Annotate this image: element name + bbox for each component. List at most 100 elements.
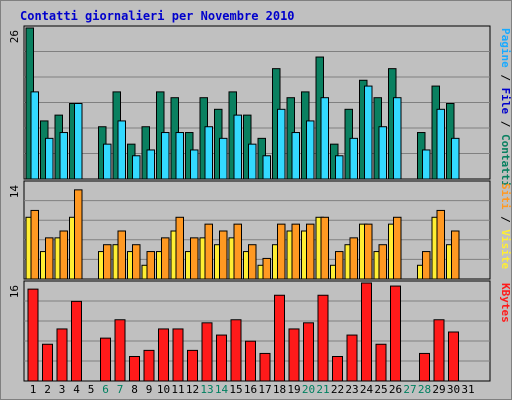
side-label-part: / (499, 68, 512, 88)
bar-file-day-15 (233, 114, 242, 180)
bar-file-day-21 (320, 97, 329, 180)
bar-kbytes-day-4 (71, 300, 82, 382)
bar-file-day-10 (161, 132, 170, 180)
bar-file-day-19 (291, 132, 300, 180)
bar-file-day-24 (364, 85, 373, 180)
bar-visite-day-25 (378, 244, 387, 280)
side-label-part: Siti (499, 183, 512, 210)
bar-kbytes-day-17 (259, 352, 271, 382)
bar-kbytes-day-9 (143, 349, 155, 382)
x-tick-label-18: 18 (273, 383, 286, 396)
x-tick-label-20: 20 (302, 383, 315, 396)
bar-visite-day-7 (117, 230, 126, 280)
panel-3-side-label: KBytes (499, 283, 512, 323)
panel-2-side-label: Siti / Visite (499, 183, 512, 269)
x-tick-label-1: 1 (30, 383, 37, 396)
x-tick-label-3: 3 (59, 383, 66, 396)
bar-file-day-9 (146, 149, 155, 180)
bar-kbytes-day-22 (332, 356, 343, 382)
side-label-part: Visite (499, 229, 512, 269)
bar-kbytes-day-7 (114, 319, 126, 382)
side-label-part: File (499, 88, 512, 115)
x-tick-label-16: 16 (244, 383, 257, 396)
bar-kbytes-day-24 (361, 282, 372, 382)
bar-kbytes-day-25 (375, 343, 387, 382)
bar-kbytes-day-6 (100, 337, 111, 382)
bar-file-day-2 (45, 137, 54, 180)
bar-kbytes-day-15 (230, 319, 242, 382)
bar-visite-day-8 (132, 244, 141, 280)
x-tick-label-30: 30 (447, 383, 460, 396)
bar-file-day-6 (103, 143, 112, 180)
bar-file-day-14 (219, 137, 228, 180)
x-tick-label-28: 28 (418, 383, 431, 396)
bar-kbytes-day-26 (390, 285, 401, 382)
bar-file-day-11 (175, 132, 184, 180)
bar-visite-day-1 (30, 209, 39, 280)
x-tick-label-10: 10 (157, 383, 170, 396)
bar-visite-day-21 (320, 216, 329, 280)
bar-visite-day-14 (219, 230, 228, 280)
x-tick-label-26: 26 (389, 383, 402, 396)
side-label-part: Contatti (499, 134, 512, 187)
x-tick-label-29: 29 (432, 383, 445, 396)
bar-visite-day-13 (204, 223, 213, 280)
bar-visite-day-6 (103, 244, 112, 280)
side-label-part: Pagine (499, 28, 512, 68)
x-tick-label-15: 15 (229, 383, 242, 396)
x-tick-label-13: 13 (200, 383, 213, 396)
bar-kbytes-day-14 (216, 334, 227, 382)
x-tick-label-12: 12 (186, 383, 199, 396)
bar-visite-day-26 (393, 216, 402, 280)
bar-kbytes-day-2 (42, 343, 53, 382)
panel-1-side-label: Pagine / File / Contatti (499, 28, 512, 187)
bar-kbytes-day-13 (201, 322, 213, 382)
bar-visite-day-16 (248, 244, 257, 280)
panel-2-area (23, 180, 491, 280)
bar-file-day-12 (190, 149, 199, 180)
bar-kbytes-day-16 (245, 340, 256, 382)
side-label-part: / (499, 114, 512, 134)
bar-visite-day-30 (451, 230, 460, 280)
bar-visite-day-11 (175, 216, 184, 280)
x-tick-label-19: 19 (287, 383, 300, 396)
bar-file-day-22 (335, 155, 344, 180)
x-tick-label-4: 4 (73, 383, 80, 396)
bar-kbytes-day-11 (172, 328, 184, 382)
bar-kbytes-day-20 (303, 322, 314, 382)
x-tick-label-14: 14 (215, 383, 229, 396)
bar-visite-day-15 (233, 223, 242, 280)
x-tick-label-22: 22 (331, 383, 344, 396)
bar-file-day-1 (30, 91, 39, 180)
bar-kbytes-day-28 (419, 352, 430, 382)
bar-visite-day-24 (364, 223, 373, 280)
bar-visite-day-29 (436, 209, 445, 280)
x-tick-label-17: 17 (258, 383, 271, 396)
bar-kbytes-day-23 (346, 334, 358, 382)
panel-2-ymax-label: 14 (8, 185, 21, 199)
x-tick-label-25: 25 (374, 383, 387, 396)
bar-visite-day-17 (262, 257, 271, 280)
bar-visite-day-28 (422, 251, 431, 280)
x-tick-label-8: 8 (131, 383, 138, 396)
x-tick-label-21: 21 (316, 383, 329, 396)
bar-file-day-20 (306, 120, 315, 180)
bar-kbytes-day-1 (27, 288, 39, 382)
x-tick-label-27: 27 (403, 383, 416, 396)
side-label-part: / (499, 210, 512, 230)
bar-visite-day-20 (306, 223, 315, 280)
bar-file-day-13 (204, 126, 213, 180)
bar-file-day-17 (262, 155, 271, 180)
x-tick-label-7: 7 (117, 383, 124, 396)
bar-visite-day-22 (335, 251, 344, 280)
bar-file-day-16 (248, 143, 257, 180)
panel-1-ymax-label: 26 (8, 30, 21, 43)
x-tick-label-6: 6 (102, 383, 109, 396)
x-tick-label-2: 2 (44, 383, 51, 396)
bar-kbytes-day-19 (288, 328, 300, 382)
bar-kbytes-day-12 (187, 349, 198, 382)
x-tick-label-24: 24 (360, 383, 374, 396)
bar-file-day-25 (378, 126, 387, 180)
x-tick-label-11: 11 (171, 383, 184, 396)
